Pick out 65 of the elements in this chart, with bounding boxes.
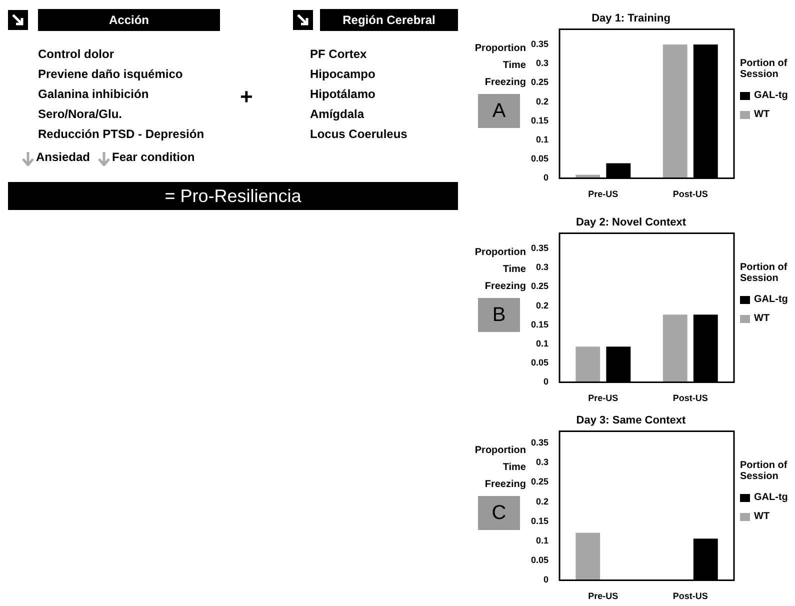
text: Acción — [38, 9, 220, 31]
chart-title: Day 1: Training — [592, 12, 670, 25]
y-axis-title: Proportion Time Freezing — [474, 42, 526, 90]
y-axis-title: Proportion Time Freezing — [474, 246, 526, 294]
y-tick-label: 0.05 — [530, 358, 549, 368]
text: Control dolor — [38, 47, 114, 61]
y-axis-title: Proportion Time Freezing — [474, 444, 526, 492]
legend-title: Portion of Session — [740, 460, 788, 482]
legend-label: GAL-tg — [754, 90, 788, 101]
legend-label: WT — [754, 313, 770, 324]
text: Hipotálamo — [310, 87, 376, 101]
text: Locus Coeruleus — [310, 127, 408, 141]
y-tick-label: 0.15 — [530, 516, 549, 526]
x-tick-label: Pre-US — [588, 591, 618, 602]
legend-label: WT — [754, 511, 770, 522]
legend-label: GAL-tg — [754, 294, 788, 305]
y-tick-label: 0.25 — [530, 77, 549, 88]
y-tick-label: 0.3 — [536, 457, 549, 468]
text: Sero/Nora/Glu. — [38, 107, 122, 121]
x-tick-label: Pre-US — [588, 393, 618, 404]
y-tick-label: 0 — [544, 574, 549, 585]
y-tick-label: 0.2 — [536, 496, 549, 506]
text: Ansiedad — [36, 150, 90, 164]
y-tick-label: 0.25 — [530, 281, 549, 292]
y-tick-label: 0.35 — [530, 38, 549, 49]
text: PF Cortex — [310, 47, 367, 61]
y-tick-label: 0.15 — [530, 115, 549, 126]
text: Hipocampo — [310, 67, 376, 81]
chart-title: Day 2: Novel Context — [576, 216, 686, 229]
y-tick-label: 0.35 — [530, 437, 549, 448]
y-tick-label: 0.35 — [530, 242, 549, 253]
text: Previene daño isquémico — [38, 67, 183, 81]
y-tick-label: 0 — [544, 376, 549, 387]
x-tick-label: Post-US — [672, 189, 708, 200]
text: = Pro-Resiliencia — [8, 182, 458, 210]
y-tick-label: 0 — [544, 172, 549, 183]
text: A — [478, 94, 520, 128]
text: B — [478, 298, 520, 332]
text: C — [478, 496, 520, 530]
text: + — [240, 84, 253, 110]
text: Galanina inhibición — [38, 87, 149, 101]
y-tick-label: 0.05 — [530, 154, 549, 164]
y-tick-label: 0.2 — [536, 96, 549, 106]
x-tick-label: Pre-US — [588, 189, 618, 200]
legend-title: Portion of Session — [740, 58, 788, 80]
y-tick-label: 0.1 — [536, 535, 549, 546]
text: Fear condition — [112, 150, 195, 164]
legend-label: GAL-tg — [754, 492, 788, 503]
y-tick-label: 0.05 — [530, 555, 549, 566]
x-tick-label: Post-US — [672, 591, 708, 602]
bar — [662, 44, 688, 178]
text: Región Cerebral — [320, 9, 458, 31]
x-tick-label: Post-US — [672, 393, 708, 404]
legend-title: Portion of Session — [740, 262, 788, 284]
y-tick-label: 0.3 — [536, 262, 549, 272]
y-tick-label: 0.25 — [530, 476, 549, 487]
chart-title: Day 3: Same Context — [576, 414, 686, 427]
y-tick-label: 0.3 — [536, 58, 549, 68]
y-tick-label: 0.1 — [536, 134, 549, 144]
y-tick-label: 0.15 — [530, 319, 549, 330]
text: Reducción PTSD - Depresión — [38, 127, 204, 141]
y-tick-label: 0.2 — [536, 300, 549, 310]
y-tick-label: 0.1 — [536, 338, 549, 348]
text: Amígdala — [310, 107, 364, 121]
legend-label: WT — [754, 109, 770, 120]
